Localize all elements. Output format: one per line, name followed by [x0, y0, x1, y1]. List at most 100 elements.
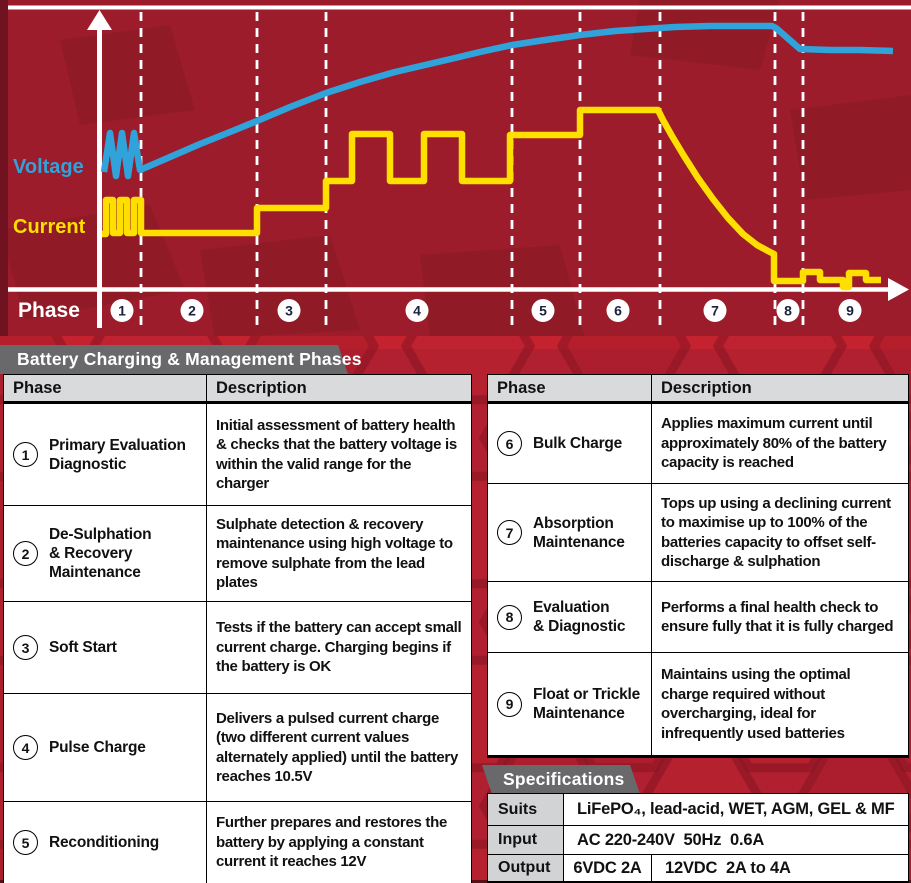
- svg-text:2: 2: [188, 303, 196, 319]
- table-body: 6 Bulk Charge Applies maximum current unti…: [488, 404, 908, 755]
- phase-number-badge: 8: [497, 604, 522, 630]
- phase-name: Soft Start: [49, 639, 117, 656]
- description-cell: Further prepares and restores the batter…: [206, 802, 471, 883]
- phase-description: Maintains using the optimal charge requi…: [661, 666, 851, 742]
- svg-text:3: 3: [285, 303, 293, 319]
- table-row: 1 Primary Evaluation Diagnostic Initial as…: [4, 404, 471, 505]
- table-row: 6 Bulk Charge Applies maximum current unti…: [488, 404, 908, 483]
- spec-label-suits: Suits: [488, 794, 563, 825]
- phase-axis-label: Phase: [18, 299, 80, 322]
- phase-description: Further prepares and restores the batter…: [216, 814, 448, 871]
- phase-marker: 7: [703, 299, 727, 322]
- svg-text:5: 5: [539, 303, 547, 319]
- spec-label-input: Input: [488, 826, 563, 854]
- phase-number-badge: 6: [497, 431, 522, 456]
- spec-value-suits: LiFePO₄, lead-acid, WET, AGM, GEL & MF: [563, 794, 908, 825]
- phases-banner-title: Battery Charging & Management Phases: [16, 349, 362, 369]
- specifications-table: Suits LiFePO₄, lead-acid, WET, AGM, GEL …: [487, 793, 909, 883]
- table-row: 2 De-Sulphation & Recovery Maintenance Sul…: [4, 505, 471, 601]
- phase-name: Bulk Charge: [533, 435, 623, 452]
- phase-cell: 8 Evaluation & Diagnostic: [488, 582, 651, 652]
- table-header-row: Phase Description: [488, 375, 908, 404]
- phase-cell: 6 Bulk Charge: [488, 404, 651, 483]
- phase-marker: 5: [531, 299, 555, 322]
- phase-cell: 1 Primary Evaluation Diagnostic: [4, 404, 206, 505]
- phase-cell: 2 De-Sulphation & Recovery Maintenance: [4, 506, 206, 601]
- phase-name: Evaluation & Diagnostic: [533, 599, 626, 635]
- phase-cell: 9 Float or Trickle Maintenance: [488, 653, 651, 755]
- spec-label-output: Output: [488, 855, 563, 881]
- spec-row-output: Output 6VDC 2A 12VDC 2A to 4A: [488, 854, 908, 881]
- phase-description: Sulphate detection & recovery maintenanc…: [216, 515, 453, 592]
- current-series-label: Current: [13, 216, 86, 238]
- phase-number-badge: 1: [13, 442, 38, 467]
- phase-number-badge: 7: [497, 520, 522, 545]
- phase-description: Applies maximum current until approximat…: [661, 415, 887, 472]
- svg-text:6: 6: [614, 303, 622, 319]
- table-row: 9 Float or Trickle Maintenance Maintains u…: [488, 652, 908, 755]
- description-cell: Performs a final health check to ensure …: [651, 582, 908, 652]
- phase-column-header: Phase: [497, 378, 546, 397]
- phase-marker: 4: [405, 299, 429, 322]
- phase-number-badge: 2: [13, 541, 38, 566]
- phase-description: Delivers a pulsed current charge (two di…: [216, 709, 458, 786]
- phase-cell: 3 Soft Start: [4, 602, 206, 693]
- phase-number-badge: 9: [497, 691, 522, 717]
- spec-value-input: AC 220-240V 50Hz 0.6A: [563, 826, 908, 854]
- svg-text:4: 4: [413, 303, 421, 319]
- svg-text:9: 9: [846, 303, 854, 319]
- phase-description: Initial assessment of battery health & c…: [216, 416, 457, 493]
- description-cell: Sulphate detection & recovery maintenanc…: [206, 506, 471, 601]
- charging-phases-chart: 1 2 3 4 5 6 7 8 9: [0, 0, 911, 338]
- description-cell: Maintains using the optimal charge requi…: [651, 653, 908, 755]
- specifications-banner: Specifications: [482, 765, 640, 793]
- phase-name: Absorption Maintenance: [533, 514, 625, 551]
- phase-marker: 6: [606, 299, 630, 322]
- phase-name: Float or Trickle Maintenance: [533, 686, 641, 722]
- specifications-banner-title: Specifications: [502, 768, 625, 789]
- table-row: 8 Evaluation & Diagnostic Performs a final…: [488, 581, 908, 652]
- phase-name: Reconditioning: [49, 834, 159, 851]
- svg-text:1: 1: [118, 303, 126, 319]
- table-row: 3 Soft Start Tests if the battery can acce…: [4, 601, 471, 693]
- spec-value-output-6v: 6VDC 2A: [563, 855, 651, 881]
- phase-number-badge: 3: [13, 635, 38, 660]
- phase-marker: 9: [838, 299, 862, 322]
- phases-banner: Battery Charging & Management Phases: [0, 345, 362, 374]
- description-cell: Initial assessment of battery health & c…: [206, 404, 471, 505]
- phase-column-header: Phase: [13, 378, 62, 397]
- svg-text:8: 8: [784, 303, 792, 319]
- phase-marker: 1: [110, 299, 134, 322]
- description-column-header: Description: [206, 375, 471, 401]
- phase-table-left: Phase Description 1 Primary Evaluation Di…: [3, 374, 472, 883]
- table-row: 4 Pulse Charge Delivers a pulsed current c…: [4, 693, 471, 801]
- description-cell: Delivers a pulsed current charge (two di…: [206, 694, 471, 801]
- phase-number-badge: 4: [13, 735, 38, 760]
- spec-value-output-12v: 12VDC 2A to 4A: [651, 855, 908, 881]
- description-cell: Tops up using a declining current to max…: [651, 484, 908, 581]
- phase-description: Performs a final health check to ensure …: [661, 598, 894, 636]
- phase-marker: 8: [776, 299, 800, 322]
- phase-cell: 5 Reconditioning: [4, 802, 206, 883]
- table-row: 5 Reconditioning Further prepares and rest…: [4, 801, 471, 883]
- table-row: 7 Absorption Maintenance Tops up using a d…: [488, 483, 908, 581]
- spec-row-input: Input AC 220-240V 50Hz 0.6A: [488, 825, 908, 854]
- phase-name: Primary Evaluation Diagnostic: [49, 436, 186, 473]
- phase-marker: 3: [277, 299, 301, 322]
- spec-row-suits: Suits LiFePO₄, lead-acid, WET, AGM, GEL …: [488, 794, 908, 825]
- voltage-series-label: Voltage: [13, 156, 84, 178]
- phase-table-right: Phase Description 6 Bulk Charge Applies ma…: [487, 374, 909, 758]
- phase-number-badge: 5: [13, 830, 38, 855]
- phase-description: Tops up using a declining current to max…: [661, 494, 891, 571]
- phase-cell: 4 Pulse Charge: [4, 694, 206, 801]
- phase-cell: 7 Absorption Maintenance: [488, 484, 651, 581]
- phase-marker: 2: [180, 299, 204, 322]
- phase-name: De-Sulphation & Recovery Maintenance: [49, 526, 152, 581]
- description-cell: Applies maximum current until approximat…: [651, 404, 908, 483]
- phase-description: Tests if the battery can accept small cu…: [216, 619, 462, 676]
- phase-name: Pulse Charge: [49, 739, 146, 756]
- description-cell: Tests if the battery can accept small cu…: [206, 602, 471, 693]
- table-body: 1 Primary Evaluation Diagnostic Initial as…: [4, 404, 471, 883]
- table-header-row: Phase Description: [4, 375, 471, 404]
